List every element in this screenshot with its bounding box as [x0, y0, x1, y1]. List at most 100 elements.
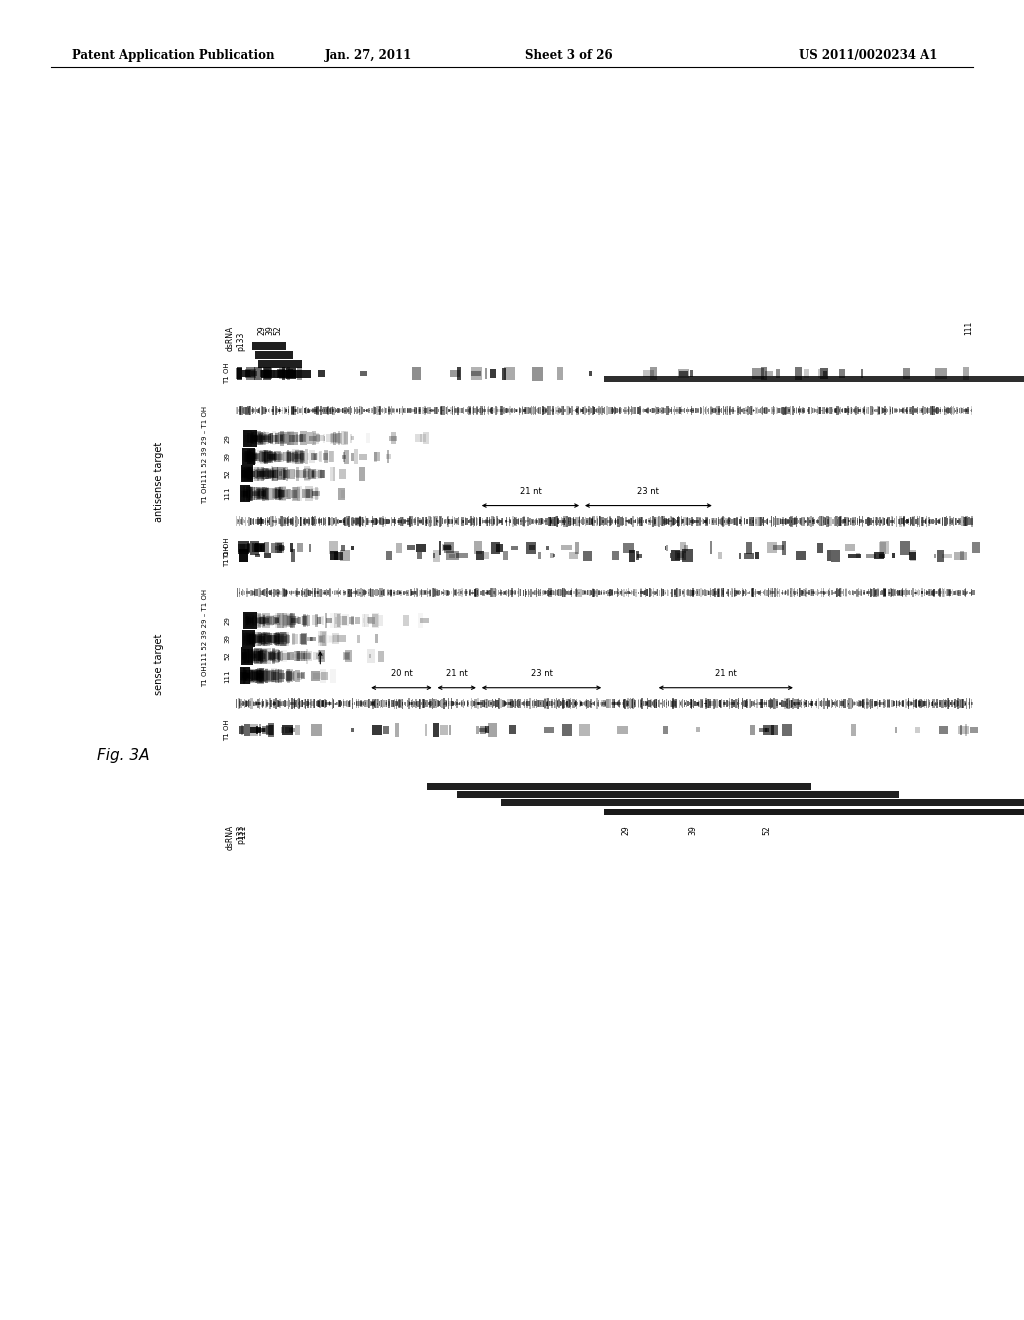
FancyBboxPatch shape [316, 434, 321, 442]
FancyBboxPatch shape [384, 407, 385, 414]
FancyBboxPatch shape [551, 519, 554, 524]
FancyBboxPatch shape [965, 409, 967, 412]
FancyBboxPatch shape [264, 671, 272, 681]
FancyBboxPatch shape [603, 590, 605, 595]
FancyBboxPatch shape [682, 549, 693, 562]
FancyBboxPatch shape [900, 590, 903, 595]
FancyBboxPatch shape [318, 519, 321, 524]
FancyBboxPatch shape [258, 671, 261, 681]
FancyBboxPatch shape [943, 698, 944, 709]
FancyBboxPatch shape [695, 408, 697, 413]
FancyBboxPatch shape [242, 653, 245, 659]
FancyBboxPatch shape [852, 590, 854, 595]
FancyBboxPatch shape [323, 615, 324, 626]
FancyBboxPatch shape [443, 520, 445, 523]
FancyBboxPatch shape [566, 407, 568, 414]
FancyBboxPatch shape [272, 469, 274, 479]
FancyBboxPatch shape [727, 407, 728, 414]
FancyBboxPatch shape [334, 612, 341, 628]
FancyBboxPatch shape [333, 517, 334, 525]
FancyBboxPatch shape [264, 635, 266, 643]
FancyBboxPatch shape [428, 702, 430, 705]
FancyBboxPatch shape [865, 591, 868, 594]
FancyBboxPatch shape [538, 591, 539, 594]
FancyBboxPatch shape [382, 698, 383, 709]
FancyBboxPatch shape [293, 487, 298, 500]
FancyBboxPatch shape [753, 409, 754, 412]
FancyBboxPatch shape [412, 409, 413, 412]
FancyBboxPatch shape [245, 434, 252, 442]
FancyBboxPatch shape [669, 409, 671, 412]
FancyBboxPatch shape [529, 407, 531, 414]
FancyBboxPatch shape [739, 519, 740, 524]
FancyBboxPatch shape [253, 636, 260, 642]
FancyBboxPatch shape [266, 471, 274, 477]
FancyBboxPatch shape [961, 408, 962, 413]
FancyBboxPatch shape [852, 700, 853, 708]
FancyBboxPatch shape [868, 519, 869, 524]
FancyBboxPatch shape [807, 517, 810, 525]
FancyBboxPatch shape [265, 469, 271, 479]
FancyBboxPatch shape [915, 700, 916, 708]
FancyBboxPatch shape [262, 701, 263, 706]
FancyBboxPatch shape [351, 408, 352, 413]
Text: Jan. 27, 2011: Jan. 27, 2011 [325, 49, 413, 62]
FancyBboxPatch shape [242, 469, 250, 479]
FancyBboxPatch shape [806, 702, 807, 705]
FancyBboxPatch shape [615, 702, 617, 705]
FancyBboxPatch shape [249, 451, 254, 462]
FancyBboxPatch shape [856, 589, 858, 597]
FancyBboxPatch shape [822, 520, 824, 523]
FancyBboxPatch shape [794, 701, 797, 706]
FancyBboxPatch shape [955, 409, 956, 412]
FancyBboxPatch shape [828, 700, 829, 708]
FancyBboxPatch shape [258, 488, 264, 499]
FancyBboxPatch shape [891, 700, 894, 708]
FancyBboxPatch shape [287, 367, 291, 380]
FancyBboxPatch shape [329, 701, 330, 706]
FancyBboxPatch shape [392, 409, 394, 412]
FancyBboxPatch shape [267, 487, 274, 500]
FancyBboxPatch shape [690, 520, 693, 523]
FancyBboxPatch shape [324, 407, 326, 414]
FancyBboxPatch shape [590, 590, 592, 595]
FancyBboxPatch shape [589, 517, 590, 525]
FancyBboxPatch shape [807, 517, 808, 525]
FancyBboxPatch shape [939, 726, 947, 734]
FancyBboxPatch shape [444, 590, 446, 595]
FancyBboxPatch shape [617, 590, 620, 595]
FancyBboxPatch shape [457, 791, 899, 797]
FancyBboxPatch shape [591, 519, 593, 524]
Text: 39: 39 [265, 326, 274, 335]
FancyBboxPatch shape [331, 516, 333, 527]
FancyBboxPatch shape [897, 590, 898, 595]
FancyBboxPatch shape [788, 516, 790, 527]
FancyBboxPatch shape [805, 520, 807, 523]
FancyBboxPatch shape [837, 405, 839, 416]
FancyBboxPatch shape [256, 727, 265, 733]
FancyBboxPatch shape [949, 589, 950, 597]
FancyBboxPatch shape [303, 702, 305, 705]
FancyBboxPatch shape [339, 520, 342, 523]
FancyBboxPatch shape [766, 701, 767, 706]
FancyBboxPatch shape [463, 408, 464, 413]
FancyBboxPatch shape [560, 701, 562, 706]
FancyBboxPatch shape [904, 409, 905, 412]
FancyBboxPatch shape [650, 367, 656, 380]
FancyBboxPatch shape [399, 520, 401, 523]
FancyBboxPatch shape [242, 469, 250, 479]
FancyBboxPatch shape [494, 591, 496, 594]
FancyBboxPatch shape [303, 408, 306, 413]
FancyBboxPatch shape [247, 543, 250, 553]
FancyBboxPatch shape [827, 701, 830, 706]
FancyBboxPatch shape [734, 517, 735, 525]
FancyBboxPatch shape [967, 591, 968, 594]
FancyBboxPatch shape [501, 700, 503, 708]
FancyBboxPatch shape [354, 517, 356, 525]
FancyBboxPatch shape [755, 552, 759, 560]
FancyBboxPatch shape [638, 519, 640, 524]
FancyBboxPatch shape [633, 591, 634, 594]
FancyBboxPatch shape [525, 702, 527, 705]
FancyBboxPatch shape [416, 544, 426, 552]
FancyBboxPatch shape [481, 520, 483, 523]
